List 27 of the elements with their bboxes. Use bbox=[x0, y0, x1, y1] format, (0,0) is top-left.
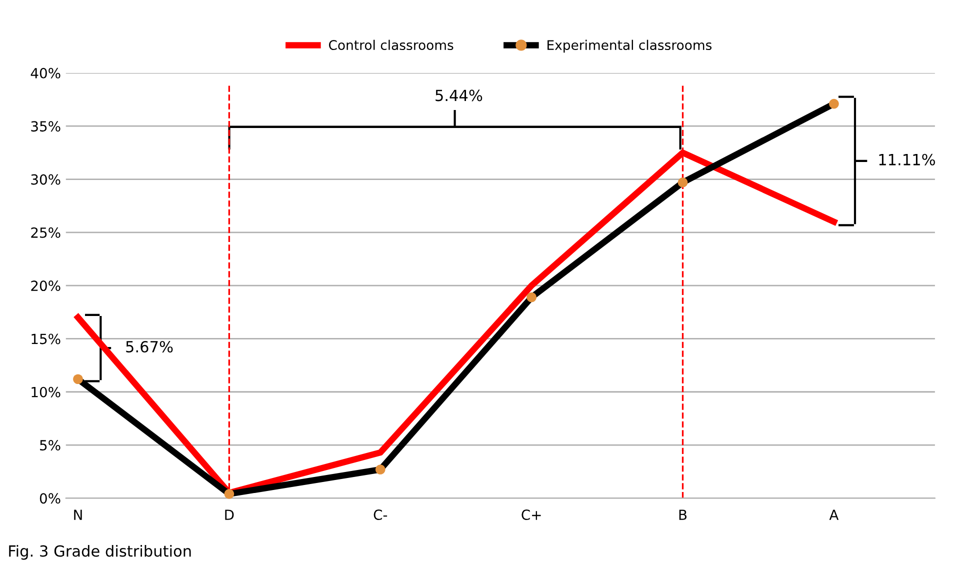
y-tick-label: 5% bbox=[40, 440, 60, 450]
annotation: 5.67% bbox=[126, 340, 173, 353]
point bbox=[224, 489, 234, 499]
annotation: 11.11% bbox=[879, 154, 935, 166]
y-tick-label: 15% bbox=[32, 334, 60, 344]
x-tick-label: D bbox=[225, 510, 234, 520]
x-tick-label: B bbox=[679, 510, 687, 520]
annotation: 5.44% bbox=[436, 90, 482, 102]
x-tick-label: C- bbox=[374, 510, 388, 520]
y-tick-label: 20% bbox=[31, 280, 60, 292]
y-tick-label: 40% bbox=[30, 68, 60, 78]
y-tick-label: 0% bbox=[40, 493, 60, 504]
point bbox=[375, 464, 386, 474]
y-tick-label: 25% bbox=[31, 227, 60, 238]
legend-label: Experimental classrooms bbox=[548, 40, 712, 53]
y-tick-label: 10% bbox=[32, 386, 60, 398]
point bbox=[526, 292, 536, 302]
legend-label: Control classrooms bbox=[328, 40, 454, 50]
point bbox=[678, 178, 688, 188]
point bbox=[829, 98, 839, 109]
x-tick-label: C+ bbox=[522, 510, 541, 520]
x-tick-label: A bbox=[829, 510, 839, 520]
x-tick-label: N bbox=[74, 510, 82, 520]
caption: Fig. 3 Grade distribution bbox=[9, 544, 191, 560]
y-tick-label: 30% bbox=[31, 174, 60, 185]
point bbox=[73, 374, 83, 384]
y-tick-label: 35% bbox=[31, 121, 60, 132]
